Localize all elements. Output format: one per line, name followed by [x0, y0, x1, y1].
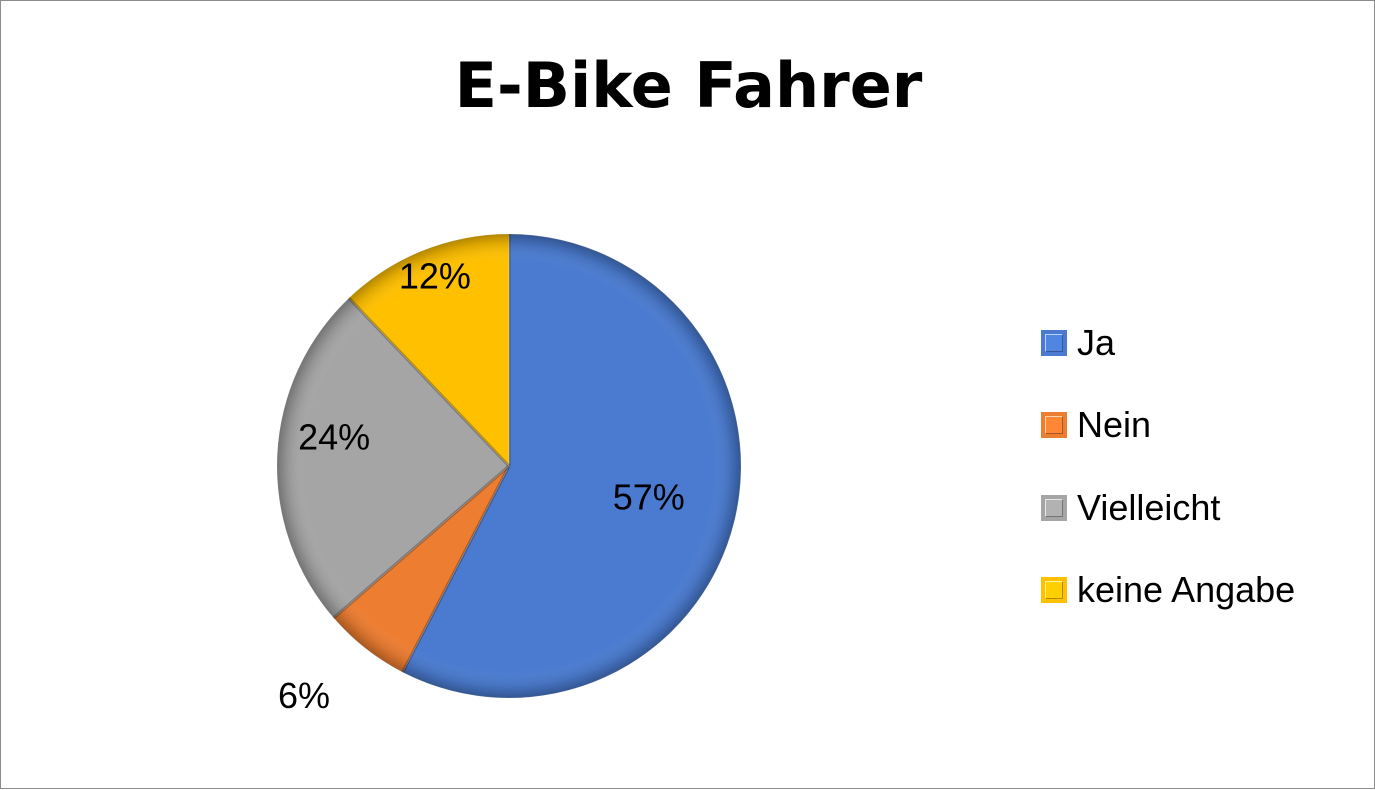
legend-label: Vielleicht [1077, 487, 1221, 528]
legend-swatch [1041, 330, 1067, 356]
data-label-keine-angabe: 12% [399, 255, 471, 296]
legend-label: Ja [1077, 322, 1116, 363]
legend-item-keine-angabe: keine Angabe [1041, 569, 1296, 610]
legend-item-nein: Nein [1041, 404, 1152, 445]
legend-swatch [1041, 495, 1067, 521]
legend-item-ja: Ja [1041, 322, 1116, 363]
legend-label: keine Angabe [1077, 569, 1296, 610]
legend-label: Nein [1077, 404, 1152, 445]
chart-title: E-Bike Fahrer [454, 49, 923, 122]
legend-item-vielleicht: Vielleicht [1041, 487, 1221, 528]
data-label-vielleicht: 24% [298, 417, 370, 458]
legend-swatch [1041, 412, 1067, 438]
legend-swatch [1041, 577, 1067, 603]
data-label-ja: 57% [613, 476, 685, 517]
data-label-nein: 6% [278, 675, 330, 716]
